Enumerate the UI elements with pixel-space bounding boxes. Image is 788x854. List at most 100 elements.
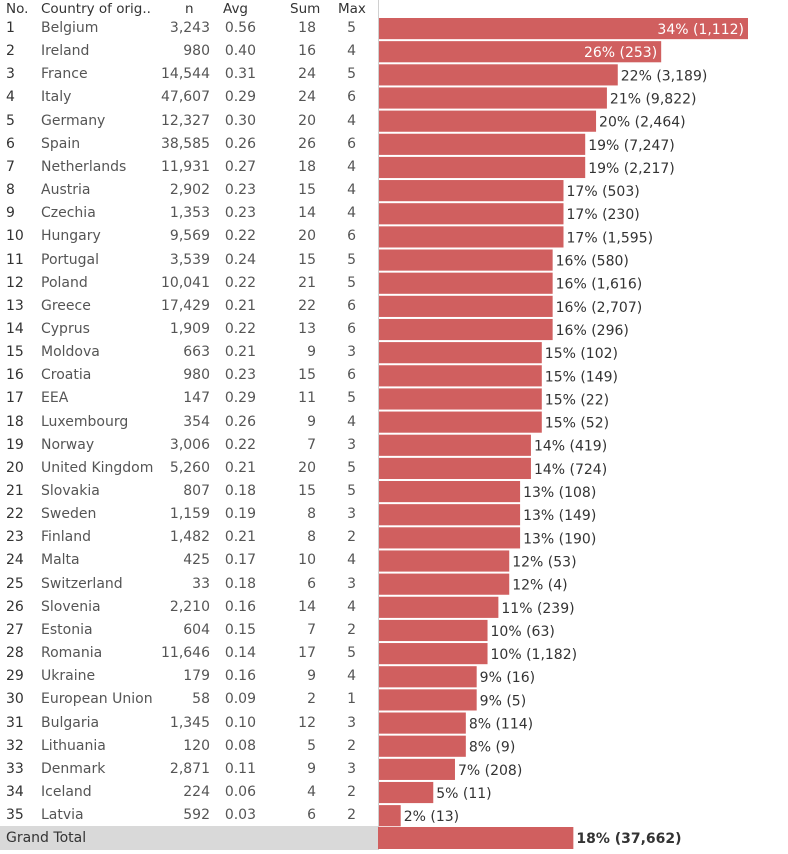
- cell-country: Netherlands: [41, 158, 127, 175]
- cell-country: Denmark: [41, 760, 106, 777]
- bar-label: 14% (419): [534, 439, 607, 455]
- bar[interactable]: [379, 411, 542, 433]
- bar[interactable]: [379, 18, 748, 40]
- bar[interactable]: [379, 272, 553, 294]
- bar[interactable]: [379, 365, 542, 387]
- cell-avg: 0.26: [224, 413, 256, 430]
- cell-n: 10,041: [161, 274, 210, 291]
- table-row: 34 Iceland 224 0.06 4 2: [0, 781, 378, 804]
- bar-label: 26% (253): [584, 45, 657, 61]
- header-no[interactable]: No.: [6, 1, 29, 17]
- grand-total-bar-chart: 18% (37,662): [378, 827, 682, 849]
- bar[interactable]: [379, 249, 553, 271]
- bar[interactable]: [379, 342, 542, 364]
- bar[interactable]: [379, 666, 477, 688]
- bar-label: 7% (208): [458, 763, 522, 779]
- bar[interactable]: [379, 41, 662, 63]
- bar-label: 13% (190): [523, 531, 596, 547]
- bar[interactable]: [379, 156, 586, 179]
- bar[interactable]: [379, 596, 499, 618]
- cell-no: 22: [6, 506, 24, 523]
- table-row: 29 Ukraine 179 0.16 9 4: [0, 665, 378, 688]
- cell-country: Czechia: [41, 205, 96, 222]
- cell-no: 21: [6, 483, 24, 499]
- bar[interactable]: [379, 203, 564, 225]
- bar[interactable]: [379, 573, 510, 595]
- bar[interactable]: [379, 712, 466, 734]
- cell-country: Germany: [41, 112, 106, 129]
- header-max[interactable]: Max: [338, 1, 366, 17]
- bar[interactable]: [379, 295, 553, 317]
- cell-max: 2: [347, 807, 356, 824]
- bar[interactable]: [379, 457, 531, 479]
- cell-sum: 20: [298, 112, 316, 129]
- cell-no: 33: [6, 760, 24, 777]
- cell-country: Ireland: [41, 43, 90, 60]
- cell-sum: 18: [298, 20, 316, 36]
- header-sum[interactable]: Sum: [290, 1, 321, 17]
- cell-sum: 26: [298, 135, 316, 152]
- grand-total-bar[interactable]: [378, 827, 574, 849]
- cell-no: 5: [6, 112, 15, 129]
- bar[interactable]: [379, 689, 477, 711]
- bar[interactable]: [379, 504, 521, 526]
- header-country[interactable]: Country of orig..: [41, 1, 151, 17]
- cell-avg: 0.18: [224, 483, 256, 499]
- header-n[interactable]: n: [185, 1, 194, 17]
- cell-country: Iceland: [41, 783, 92, 800]
- cell-n: 1,345: [169, 714, 210, 731]
- cell-country: Malta: [41, 552, 80, 569]
- cell-country: Switzerland: [41, 575, 123, 592]
- cell-n: 425: [183, 552, 210, 569]
- bar[interactable]: [379, 481, 521, 503]
- bar[interactable]: [379, 87, 607, 109]
- cell-n: 592: [183, 807, 210, 824]
- bar-label: 21% (9,822): [610, 91, 697, 107]
- bar[interactable]: [379, 550, 510, 572]
- bar[interactable]: [379, 619, 488, 642]
- cell-max: 4: [347, 182, 356, 199]
- cell-max: 6: [347, 367, 356, 384]
- cell-no: 14: [6, 320, 24, 337]
- cell-no: 24: [6, 552, 24, 569]
- bar-label: 12% (4): [512, 578, 567, 594]
- bar-label: 9% (5): [480, 693, 527, 709]
- cell-avg: 0.27: [224, 158, 256, 175]
- bar[interactable]: [379, 226, 564, 248]
- cell-no: 11: [6, 251, 24, 268]
- cell-n: 17,429: [161, 297, 210, 314]
- bar[interactable]: [379, 758, 455, 780]
- cell-no: 29: [6, 668, 24, 685]
- bar[interactable]: [379, 805, 401, 827]
- cell-max: 5: [347, 274, 356, 291]
- cell-n: 179: [183, 668, 210, 685]
- cell-country: Slovakia: [41, 483, 100, 499]
- bar[interactable]: [379, 180, 564, 202]
- bar-label: 14% (724): [534, 462, 607, 478]
- bar[interactable]: [379, 434, 531, 456]
- bar[interactable]: [379, 735, 466, 757]
- bar[interactable]: [379, 781, 434, 804]
- cell-sum: 18: [298, 158, 316, 175]
- bar-label: 19% (7,247): [588, 138, 675, 154]
- bar[interactable]: [379, 318, 553, 341]
- bar[interactable]: [379, 527, 521, 549]
- cell-avg: 0.17: [224, 552, 256, 569]
- bar-label: 15% (52): [545, 416, 609, 432]
- bar[interactable]: [379, 133, 586, 155]
- table-row: 10 Hungary 9,569 0.22 20 6: [0, 225, 378, 248]
- cell-n: 38,585: [161, 135, 210, 152]
- cell-n: 58: [192, 691, 210, 708]
- cell-country: EEA: [41, 390, 69, 407]
- bar[interactable]: [379, 110, 597, 132]
- grand-total-label-background: [0, 826, 378, 850]
- cell-sum: 9: [307, 668, 316, 685]
- bar[interactable]: [379, 64, 618, 86]
- cell-avg: 0.31: [224, 66, 256, 83]
- cell-sum: 5: [307, 737, 316, 754]
- bar[interactable]: [379, 388, 542, 410]
- cell-no: 31: [6, 714, 24, 731]
- header-avg[interactable]: Avg: [223, 1, 249, 17]
- bar[interactable]: [379, 643, 488, 665]
- bar-label: 34% (1,112): [657, 22, 744, 38]
